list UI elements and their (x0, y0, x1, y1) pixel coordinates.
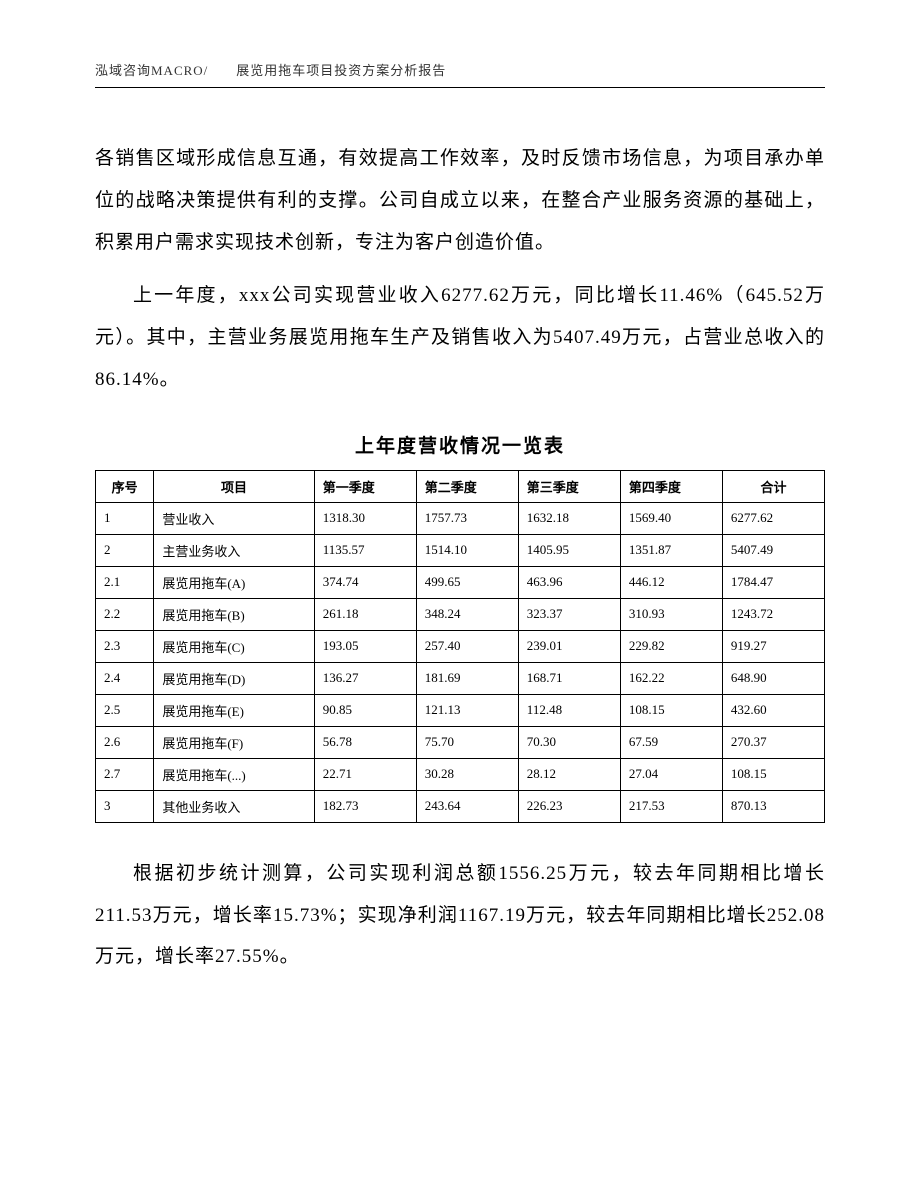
cell-q1: 374.74 (314, 566, 416, 598)
revenue-table: 序号 项目 第一季度 第二季度 第三季度 第四季度 合计 1营业收入1318.3… (95, 470, 825, 823)
cell-q4: 67.59 (620, 726, 722, 758)
cell-q1: 1318.30 (314, 502, 416, 534)
table-body: 1营业收入1318.301757.731632.181569.406277.62… (96, 502, 825, 822)
cell-q4: 1351.87 (620, 534, 722, 566)
cell-total: 108.15 (722, 758, 824, 790)
cell-item: 展览用拖车(...) (154, 758, 314, 790)
table-header-row: 序号 项目 第一季度 第二季度 第三季度 第四季度 合计 (96, 470, 825, 502)
cell-q2: 1757.73 (416, 502, 518, 534)
cell-q1: 261.18 (314, 598, 416, 630)
paragraph-1: 各销售区域形成信息互通，有效提高工作效率，及时反馈市场信息，为项目承办单位的战略… (95, 138, 825, 263)
table-title: 上年度营收情况一览表 (95, 431, 825, 458)
cell-total: 432.60 (722, 694, 824, 726)
cell-seq: 3 (96, 790, 154, 822)
cell-seq: 2 (96, 534, 154, 566)
cell-q1: 1135.57 (314, 534, 416, 566)
col-header-q2: 第二季度 (416, 470, 518, 502)
cell-q3: 239.01 (518, 630, 620, 662)
cell-item: 其他业务收入 (154, 790, 314, 822)
cell-q2: 1514.10 (416, 534, 518, 566)
cell-seq: 1 (96, 502, 154, 534)
cell-q3: 323.37 (518, 598, 620, 630)
cell-seq: 2.1 (96, 566, 154, 598)
col-header-seq: 序号 (96, 470, 154, 502)
cell-q1: 56.78 (314, 726, 416, 758)
cell-q3: 28.12 (518, 758, 620, 790)
cell-item: 展览用拖车(D) (154, 662, 314, 694)
cell-seq: 2.3 (96, 630, 154, 662)
cell-q4: 217.53 (620, 790, 722, 822)
col-header-q3: 第三季度 (518, 470, 620, 502)
table-row: 2.7展览用拖车(...)22.7130.2828.1227.04108.15 (96, 758, 825, 790)
table-row: 3其他业务收入182.73243.64226.23217.53870.13 (96, 790, 825, 822)
cell-q1: 22.71 (314, 758, 416, 790)
cell-q1: 136.27 (314, 662, 416, 694)
cell-q4: 1569.40 (620, 502, 722, 534)
cell-q2: 243.64 (416, 790, 518, 822)
cell-seq: 2.4 (96, 662, 154, 694)
cell-item: 展览用拖车(E) (154, 694, 314, 726)
cell-q4: 27.04 (620, 758, 722, 790)
cell-q1: 182.73 (314, 790, 416, 822)
cell-seq: 2.5 (96, 694, 154, 726)
cell-q3: 226.23 (518, 790, 620, 822)
cell-q2: 121.13 (416, 694, 518, 726)
table-row: 2.4展览用拖车(D)136.27181.69168.71162.22648.9… (96, 662, 825, 694)
cell-seq: 2.2 (96, 598, 154, 630)
paragraph-3: 根据初步统计测算，公司实现利润总额1556.25万元，较去年同期相比增长211.… (95, 853, 825, 978)
table-row: 2.3展览用拖车(C)193.05257.40239.01229.82919.2… (96, 630, 825, 662)
cell-seq: 2.6 (96, 726, 154, 758)
cell-total: 919.27 (722, 630, 824, 662)
header-divider (95, 87, 825, 88)
col-header-total: 合计 (722, 470, 824, 502)
col-header-q4: 第四季度 (620, 470, 722, 502)
cell-q2: 75.70 (416, 726, 518, 758)
cell-q4: 229.82 (620, 630, 722, 662)
cell-item: 主营业务收入 (154, 534, 314, 566)
cell-q3: 1632.18 (518, 502, 620, 534)
cell-item: 展览用拖车(B) (154, 598, 314, 630)
cell-q4: 108.15 (620, 694, 722, 726)
cell-q2: 499.65 (416, 566, 518, 598)
cell-q3: 168.71 (518, 662, 620, 694)
col-header-item: 项目 (154, 470, 314, 502)
cell-item: 展览用拖车(F) (154, 726, 314, 758)
cell-q2: 30.28 (416, 758, 518, 790)
cell-q4: 310.93 (620, 598, 722, 630)
cell-q1: 193.05 (314, 630, 416, 662)
cell-q3: 463.96 (518, 566, 620, 598)
table-row: 2.5展览用拖车(E)90.85121.13112.48108.15432.60 (96, 694, 825, 726)
table-row: 2.2展览用拖车(B)261.18348.24323.37310.931243.… (96, 598, 825, 630)
cell-item: 展览用拖车(C) (154, 630, 314, 662)
cell-total: 1243.72 (722, 598, 824, 630)
header-text: 泓域咨询MACRO/ 展览用拖车项目投资方案分析报告 (95, 63, 446, 78)
table-row: 2.1展览用拖车(A)374.74499.65463.96446.121784.… (96, 566, 825, 598)
cell-total: 870.13 (722, 790, 824, 822)
table-row: 2.6展览用拖车(F)56.7875.7070.3067.59270.37 (96, 726, 825, 758)
cell-total: 1784.47 (722, 566, 824, 598)
cell-total: 648.90 (722, 662, 824, 694)
cell-q3: 70.30 (518, 726, 620, 758)
table-row: 2主营业务收入1135.571514.101405.951351.875407.… (96, 534, 825, 566)
cell-item: 营业收入 (154, 502, 314, 534)
cell-total: 5407.49 (722, 534, 824, 566)
cell-total: 270.37 (722, 726, 824, 758)
cell-q3: 1405.95 (518, 534, 620, 566)
cell-q4: 162.22 (620, 662, 722, 694)
page-header: 泓域咨询MACRO/ 展览用拖车项目投资方案分析报告 (95, 60, 825, 79)
cell-q2: 181.69 (416, 662, 518, 694)
cell-item: 展览用拖车(A) (154, 566, 314, 598)
cell-total: 6277.62 (722, 502, 824, 534)
cell-q2: 348.24 (416, 598, 518, 630)
table-row: 1营业收入1318.301757.731632.181569.406277.62 (96, 502, 825, 534)
cell-q4: 446.12 (620, 566, 722, 598)
cell-q1: 90.85 (314, 694, 416, 726)
paragraph-2: 上一年度，xxx公司实现营业收入6277.62万元，同比增长11.46%（645… (95, 275, 825, 400)
cell-q3: 112.48 (518, 694, 620, 726)
col-header-q1: 第一季度 (314, 470, 416, 502)
cell-q2: 257.40 (416, 630, 518, 662)
cell-seq: 2.7 (96, 758, 154, 790)
